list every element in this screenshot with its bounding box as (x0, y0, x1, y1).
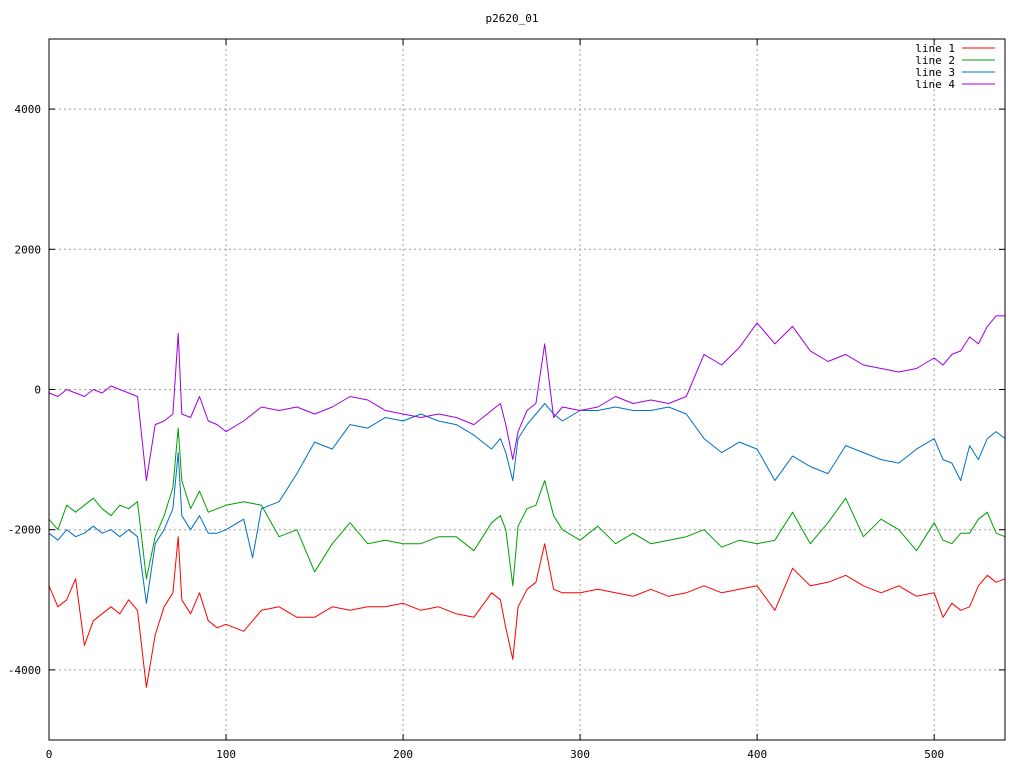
chart-title: p2620_01 (486, 12, 539, 25)
legend-label: line 2 (915, 54, 955, 67)
legend-label: line 3 (915, 66, 955, 79)
x-tick-label: 100 (216, 748, 236, 761)
y-tick-label: 4000 (15, 103, 42, 116)
plot-frame (48, 38, 1006, 741)
x-tick-label: 0 (46, 748, 53, 761)
y-tick-label: -2000 (8, 524, 41, 537)
series-line-2 (48, 427, 1006, 587)
x-tick-label: 500 (924, 748, 944, 761)
series-lines (48, 315, 1006, 688)
series-line-4 (48, 315, 1005, 482)
series-line-3 (48, 403, 1006, 604)
axis-ticks: 0 100 200 300 400 500 -4000 -2000 0 2000 4000 (8, 39, 1005, 761)
x-tick-label: 400 (747, 748, 767, 761)
y-tick-label: 2000 (15, 243, 42, 256)
y-tick-label: -4000 (8, 664, 41, 677)
series-line-1 (48, 536, 1006, 688)
legend-label: line 4 (915, 78, 955, 91)
x-tick-label: 300 (570, 748, 590, 761)
legend-label: line 1 (915, 42, 955, 55)
y-tick-label: 0 (34, 384, 41, 397)
x-tick-label: 200 (393, 748, 413, 761)
grid (49, 39, 1005, 740)
